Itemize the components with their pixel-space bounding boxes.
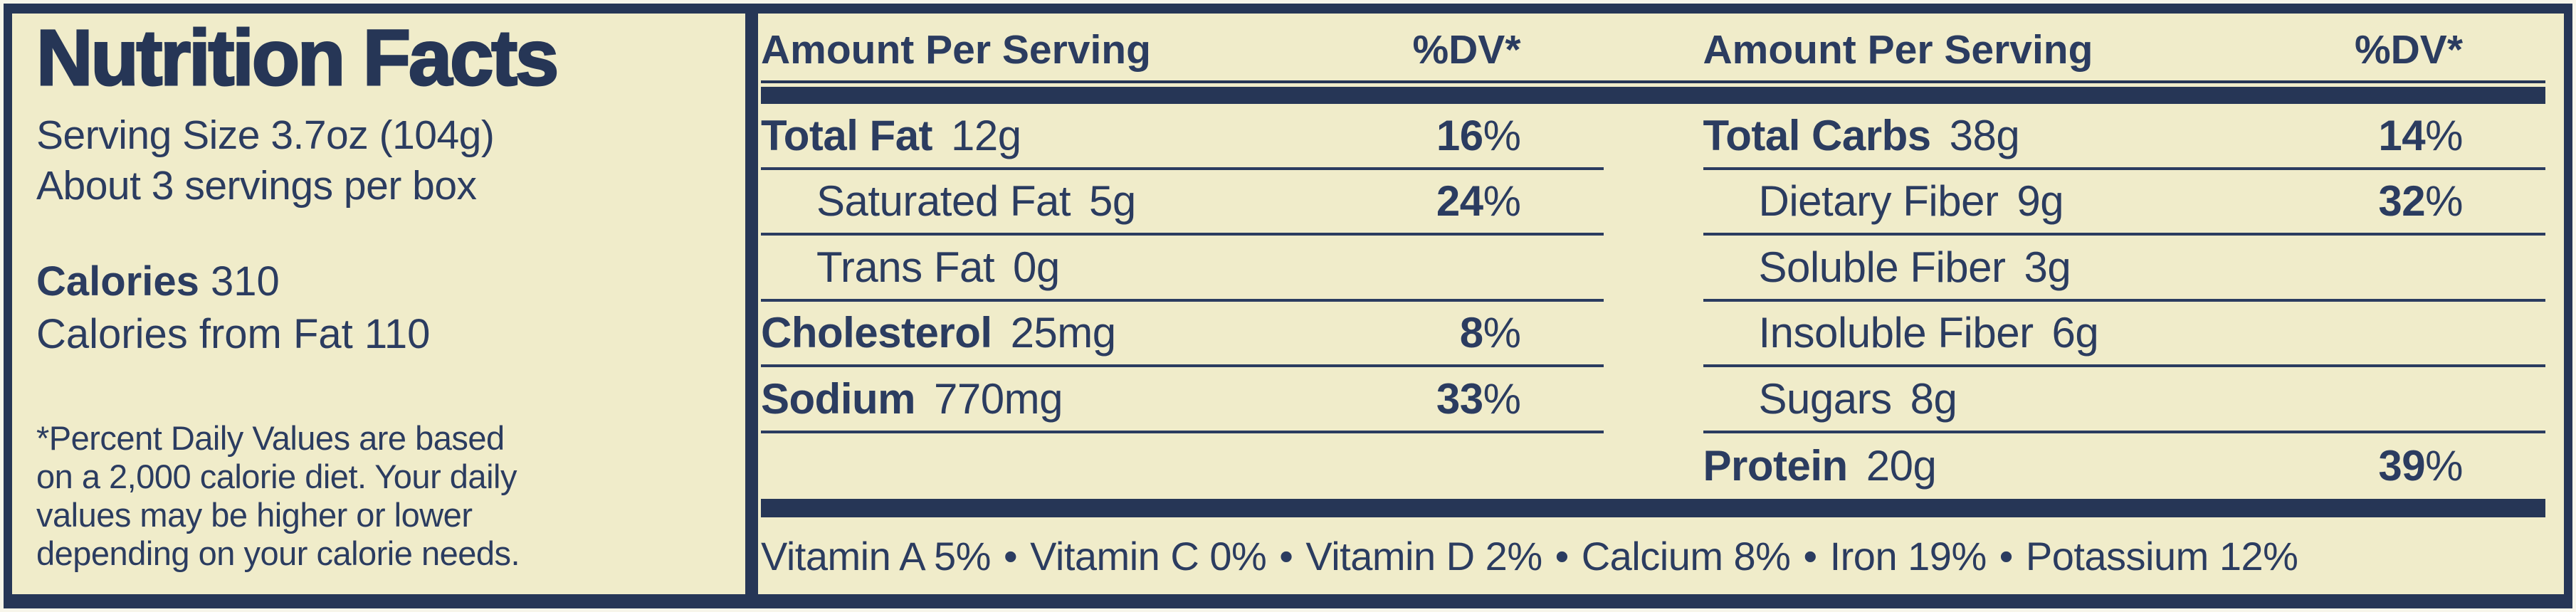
bullet-separator: •	[1003, 533, 1018, 579]
carb-column-header: Amount Per Serving %DV*	[1703, 26, 2546, 73]
row-empty	[761, 433, 1604, 500]
serving-size: Serving Size 3.7oz (104g)	[36, 112, 495, 158]
footnote-line: *Percent Daily Values are based	[36, 419, 505, 457]
vitamin-c: Vitamin C 0%	[1030, 533, 1267, 579]
dv-value: 32%	[2378, 177, 2463, 226]
daily-values-footnote: *Percent Daily Values are based on a 2,0…	[36, 419, 732, 573]
nutrition-facts-label: Nutrition Facts Serving Size 3.7oz (104g…	[4, 4, 2572, 608]
dv-value: 33%	[1436, 374, 1521, 423]
row-total-carbs: Total Carbs 38g 14%	[1703, 104, 2545, 170]
nutrient-panel: Amount Per Serving %DV* Amount Per Servi…	[758, 14, 2564, 594]
dv-value: 24%	[1436, 177, 1521, 226]
bullet-separator: •	[1803, 533, 1817, 579]
amount-per-serving-header: Amount Per Serving	[1703, 27, 2093, 73]
calcium: Calcium 8%	[1581, 533, 1791, 579]
nutrient-rows: Total Fat 12g 16% Saturated Fat 5g 24% Tra…	[761, 104, 2545, 499]
row-insoluble-fiber: Insoluble Fiber 6g	[1703, 302, 2545, 367]
dv-header: %DV*	[1412, 27, 1521, 73]
left-panel: Nutrition Facts Serving Size 3.7oz (104g…	[12, 14, 745, 594]
row-sugars: Sugars 8g	[1703, 367, 2545, 433]
iron: Iron 19%	[1829, 533, 1987, 579]
dv-value: 14%	[2378, 111, 2463, 159]
dv-value: 16%	[1436, 111, 1521, 159]
dv-header: %DV*	[2354, 27, 2463, 73]
row-soluble-fiber: Soluble Fiber 3g	[1703, 236, 2545, 302]
fat-column: Total Fat 12g 16% Saturated Fat 5g 24% Tra…	[761, 104, 1604, 499]
footnote-line: depending on your calorie needs.	[36, 534, 520, 572]
dv-value: 39%	[2378, 442, 2463, 490]
vitamin-a: Vitamin A 5%	[761, 533, 991, 579]
panel-divider	[745, 14, 758, 594]
row-total-fat: Total Fat 12g 16%	[761, 104, 1604, 170]
page-title: Nutrition Facts	[36, 14, 560, 102]
bullet-separator: •	[1555, 533, 1570, 579]
calories-block: Calories 310 Calories from Fat 110	[36, 255, 732, 361]
footnote-line: values may be higher or lower	[36, 496, 473, 534]
top-thick-bar	[761, 87, 2545, 104]
row-saturated-fat: Saturated Fat 5g 24%	[761, 170, 1604, 236]
servings-per-box: About 3 servings per box	[36, 163, 477, 209]
calories-from-fat: Calories from Fat 110	[36, 311, 431, 357]
bullet-separator: •	[1279, 533, 1293, 579]
bullet-separator: •	[1999, 533, 2014, 579]
row-cholesterol: Cholesterol 25mg 8%	[761, 302, 1604, 367]
potassium: Potassium 12%	[2025, 533, 2298, 579]
calories-value: 310	[211, 258, 280, 305]
fat-column-header: Amount Per Serving %DV*	[761, 26, 1604, 73]
row-dietary-fiber: Dietary Fiber 9g 32%	[1703, 170, 2545, 236]
vitamins-line: Vitamin A 5% • Vitamin C 0% • Vitamin D …	[761, 517, 2545, 594]
calories-line: Calories 310	[36, 255, 732, 308]
bottom-thick-bar	[761, 499, 2545, 517]
footnote-line: on a 2,000 calorie diet. Your daily	[36, 458, 517, 495]
row-sodium: Sodium 770mg 33%	[761, 367, 1604, 433]
row-protein: Protein 20g 39%	[1703, 433, 2546, 500]
carb-column: Total Carbs 38g 14% Dietary Fiber 9g 32% S…	[1703, 104, 2546, 500]
calories-label: Calories	[36, 258, 199, 305]
amount-per-serving-header: Amount Per Serving	[761, 27, 1151, 73]
header-rule	[761, 80, 2545, 83]
row-trans-fat: Trans Fat 0g	[761, 236, 1604, 302]
vitamin-d: Vitamin D 2%	[1305, 533, 1542, 579]
column-headers: Amount Per Serving %DV* Amount Per Servi…	[761, 14, 2545, 80]
dv-value: 8%	[1459, 309, 1521, 357]
